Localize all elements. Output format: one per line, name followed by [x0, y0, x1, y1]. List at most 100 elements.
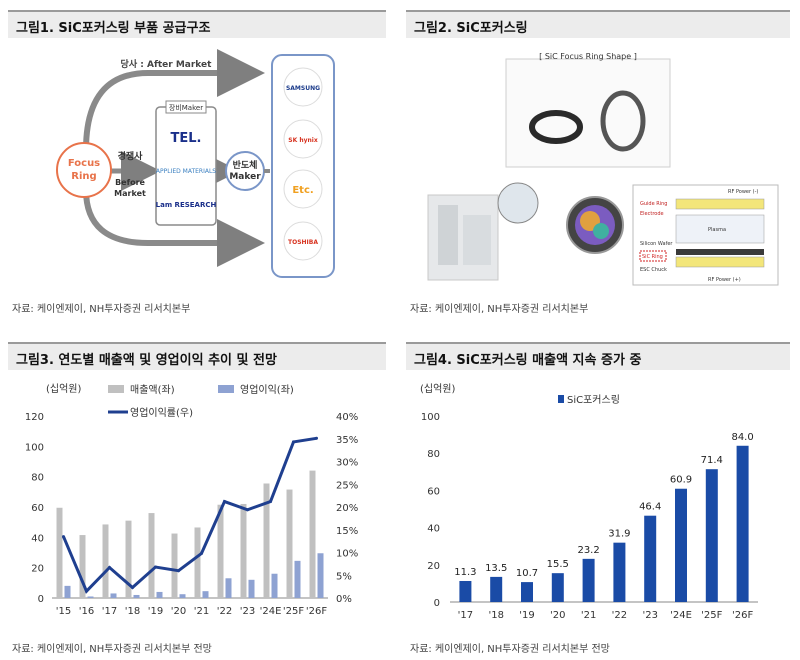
- op-profit-bar: [156, 591, 163, 598]
- op-profit-bar: [133, 594, 140, 598]
- engineer-photo: [497, 182, 539, 224]
- fig3-chart: (십억원) 매출액(좌) 영업이익(좌) 영업이익률(우) 0 20 40 60 80 1…: [25, 383, 358, 617]
- equipment-maker-tag: [165, 100, 207, 114]
- op-margin-point: [131, 586, 134, 590]
- x-tick: '23: [240, 606, 255, 617]
- fig1-title: 그림1. SiC포커스링 부품 공급구조: [8, 10, 386, 38]
- sales-bar: [79, 535, 86, 598]
- sic-bar: [736, 445, 749, 602]
- fig3-title: 그림3. 연도별 매출액 및 영업이익 추이 및 전망: [8, 342, 386, 370]
- focus-ring-label-2: Ring: [71, 171, 96, 182]
- rf-minus-label: RF Power (-): [728, 189, 758, 195]
- legend-op-swatch: [218, 385, 234, 393]
- bar-value-label: 31.9: [608, 529, 630, 540]
- sic-bar: [675, 488, 687, 602]
- competitor-label: 경쟁사: [118, 150, 144, 162]
- focus-ring-label-1: Focus: [68, 158, 100, 169]
- y-tick: 60: [427, 486, 440, 497]
- bar-value-label: 84.0: [731, 432, 753, 443]
- sic-bar: [551, 573, 564, 602]
- legend-sales-label: 매출액(좌): [130, 384, 175, 396]
- etc-label: Etc.: [292, 185, 313, 196]
- fig4-unit-label: (십억원): [420, 383, 456, 395]
- y-left-tick: 20: [31, 564, 44, 575]
- y-left-tick: 0: [38, 594, 44, 605]
- y-left-tick: 120: [25, 412, 44, 423]
- fig2-source: 자료: 케이엔제이, NH투자증권 리서치본부: [410, 304, 589, 315]
- op-margin-point: [154, 565, 157, 569]
- op-profit-bar: [317, 553, 324, 598]
- fig1-supply-diagram: Focus Ring 당사 : After Market 경쟁사 Before …: [56, 49, 335, 278]
- y-tick: 0: [434, 598, 440, 609]
- fig2-title: 그림2. SiC포커스링: [406, 10, 790, 38]
- x-tick: '26F: [306, 606, 327, 617]
- sales-bar: [217, 504, 224, 598]
- op-profit-bar: [87, 596, 94, 598]
- sic-bar: [644, 515, 657, 602]
- x-tick: '20: [171, 606, 186, 617]
- sic-ring-label: SiC Ring: [642, 254, 663, 260]
- y-right-tick: 20%: [336, 503, 358, 514]
- semi-maker-node: [225, 151, 265, 191]
- y-tick: 80: [427, 449, 440, 460]
- fig1-source: 자료: 케이엔제이, NH투자증권 리서치본부: [12, 304, 191, 315]
- y-right-tick: 0%: [336, 594, 352, 605]
- legend-sales-swatch: [108, 385, 124, 393]
- x-tick: '20: [550, 610, 565, 621]
- sic-bar: [459, 580, 472, 602]
- sic-bar: [490, 576, 503, 602]
- x-tick: '22: [612, 610, 627, 621]
- x-tick: '15: [56, 606, 71, 617]
- fig4-title: 그림4. SiC포커스링 매출액 지속 증가 중: [406, 342, 790, 370]
- plasma-label: Plasma: [708, 227, 726, 233]
- y-tick: 40: [427, 524, 440, 535]
- bar-value-label: 13.5: [485, 563, 507, 574]
- op-margin-line: [62, 436, 317, 594]
- legend-margin-label: 영업이익률(우): [130, 406, 193, 419]
- before-market-label-1: Before: [115, 178, 145, 187]
- op-margin-point: [85, 589, 88, 593]
- x-tick: '19: [148, 606, 163, 617]
- customers-box: [271, 54, 335, 278]
- op-profit-bar: [225, 578, 232, 598]
- fig4-chart: (십억원) SiC포커스링 0 20 40 60 80 100 '17 '18 '19 '20 '2…: [420, 383, 758, 621]
- op-profit-bar: [202, 591, 209, 598]
- sic-bar: [613, 542, 626, 602]
- bar-value-label: 60.9: [670, 475, 692, 486]
- x-tick: '17: [102, 606, 117, 617]
- op-profit-bar: [294, 560, 301, 598]
- bottom-arrow: [83, 189, 265, 267]
- y-tick: 20: [427, 561, 440, 572]
- silicon-wafer-label: Silicon Wafer: [640, 241, 673, 247]
- bar-value-label: 10.7: [516, 568, 538, 579]
- x-tick: '25F: [283, 606, 304, 617]
- electrode-label: Electrode: [640, 211, 664, 217]
- op-profit-bar: [248, 579, 255, 598]
- y-right-tick: 25%: [336, 480, 358, 491]
- after-market-arrow: [83, 49, 265, 151]
- bar-value-label: 71.4: [701, 455, 723, 466]
- tel-logo: TEL.: [171, 131, 202, 146]
- x-tick: '24E: [670, 610, 692, 621]
- x-tick: '21: [194, 606, 209, 617]
- bar-value-label: 46.4: [639, 502, 661, 513]
- sic-bar: [705, 469, 718, 602]
- sales-bar: [148, 513, 155, 598]
- sales-bar: [286, 489, 293, 598]
- op-margin-point: [200, 551, 203, 555]
- focus-ring-node: [56, 142, 112, 198]
- lam-logo: Lam RESEARCH: [156, 201, 217, 209]
- esc-chuck-label: ESC Chuck: [640, 267, 667, 273]
- x-tick: '25F: [701, 610, 722, 621]
- sales-bar: [194, 527, 201, 598]
- bar-value-label: 23.2: [577, 545, 599, 556]
- before-market-label-2: Market: [114, 189, 146, 198]
- guide-ring-label: Guide Ring: [640, 201, 667, 207]
- legend-sic-label: SiC포커스링: [567, 394, 620, 406]
- ring-shape-caption: [ SiC Focus Ring Shape ]: [539, 52, 637, 61]
- y-right-tick: 10%: [336, 549, 358, 560]
- x-tick: '18: [125, 606, 140, 617]
- y-right-tick: 5%: [336, 571, 352, 582]
- y-right-tick: 15%: [336, 526, 358, 537]
- y-left-tick: 100: [25, 442, 44, 453]
